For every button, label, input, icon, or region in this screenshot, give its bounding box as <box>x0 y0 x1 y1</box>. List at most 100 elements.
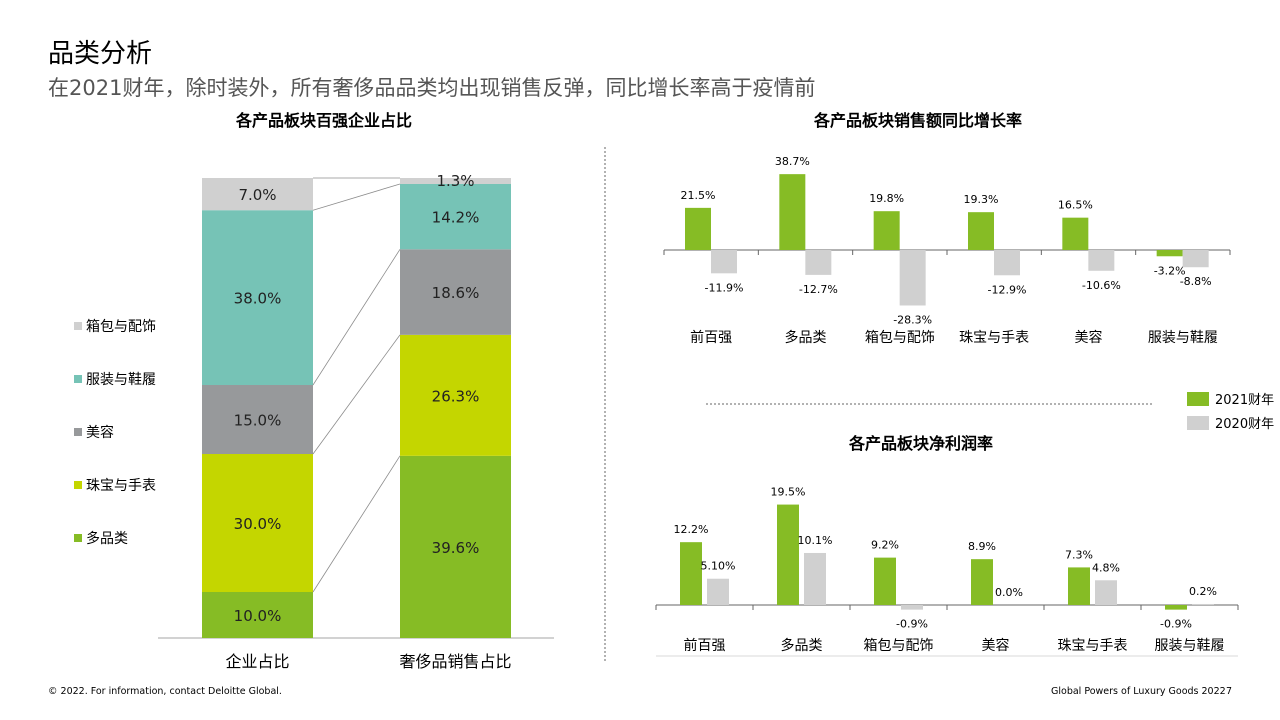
stacked-connector-line <box>312 249 401 386</box>
bar-category-label: 美容 <box>1075 329 1103 346</box>
bar-value-label: 16.5% <box>1058 199 1093 212</box>
legend-label: 2020财年 <box>1215 417 1275 432</box>
bar-value-label: -28.3% <box>893 313 932 326</box>
stacked-segment <box>400 249 511 335</box>
legend-label: 美容 <box>86 425 114 441</box>
bar-category-label: 箱包与配饰 <box>864 638 934 654</box>
stacked-segment <box>202 178 313 211</box>
bar-mark <box>707 578 729 605</box>
legend-item: 箱包与配饰 <box>74 316 156 336</box>
legend-swatch <box>1187 391 1209 406</box>
stacked-value-label: 1.3% <box>436 172 474 190</box>
bar-value-label: 12.2% <box>674 523 709 536</box>
bar-category-label: 前百强 <box>690 329 732 346</box>
legend-label: 2021财年 <box>1215 393 1275 408</box>
stacked-segment <box>400 183 511 250</box>
bar-mark <box>1192 603 1214 605</box>
bar-mark <box>711 250 737 274</box>
legend-swatch <box>74 534 82 542</box>
bar-mark <box>1068 567 1090 605</box>
legend-label: 服装与鞋履 <box>86 372 156 388</box>
bar-mark <box>901 605 923 610</box>
stacked-value-label: 10.0% <box>234 607 282 625</box>
stacked-value-label: 14.2% <box>432 209 480 227</box>
bar-mark <box>680 542 702 605</box>
bar-value-label: -10.6% <box>1082 279 1121 292</box>
margin-chart-title: 各产品板块净利润率 <box>849 434 994 453</box>
legend-label: 珠宝与手表 <box>86 478 156 494</box>
bar-value-label: -8.8% <box>1180 275 1212 288</box>
bar-mark <box>873 211 900 250</box>
bar-category-label: 珠宝与手表 <box>959 330 1029 346</box>
stacked-bar-chart: 10.0% 30.0% 15.0% 38.0% 7.0% 企业占比 39.6% 26.3% 18… <box>158 172 554 671</box>
bar-category-label: 多品类 <box>781 637 823 654</box>
page-title: 品类分析 <box>48 39 153 69</box>
bar-value-label: -11.9% <box>705 281 744 294</box>
stacked-chart-title: 各产品板块百强企业占比 <box>236 111 413 130</box>
bar-value-label: -0.9% <box>1160 618 1192 631</box>
bar-value-label: -0.9% <box>896 618 928 631</box>
legend-label: 多品类 <box>86 531 128 547</box>
legend-swatch <box>74 322 82 330</box>
bar-value-label: -3.2% <box>1154 264 1186 277</box>
bar-value-label: 7.3% <box>1065 548 1093 561</box>
bar-category-label: 美容 <box>982 637 1010 654</box>
bar-value-label: 19.8% <box>869 192 904 205</box>
stacked-category-label: 企业占比 <box>225 652 289 671</box>
stacked-segment <box>400 178 511 184</box>
legend-item: 多品类 <box>74 528 128 548</box>
bar-value-label: -12.9% <box>988 283 1027 296</box>
stacked-value-label: 26.3% <box>432 387 480 405</box>
bar-value-label: 21.5% <box>681 189 716 202</box>
stacked-connector-line <box>312 183 401 211</box>
bar-value-label: 8.9% <box>968 540 996 553</box>
stacked-connector-line <box>312 334 401 455</box>
bar-mark <box>685 207 711 250</box>
bar-value-label: 0.2% <box>1189 585 1217 598</box>
stacked-segment <box>202 385 313 454</box>
bar-mark <box>777 504 799 605</box>
bar-value-label: 19.3% <box>964 193 999 206</box>
bar-mark <box>1062 217 1089 250</box>
bar-mark <box>968 212 994 250</box>
stacked-segment <box>400 455 511 638</box>
bar-mark <box>899 250 926 306</box>
legend-swatch <box>1187 415 1209 430</box>
bar-category-label: 服装与鞋履 <box>1155 638 1225 654</box>
stacked-value-label: 30.0% <box>234 515 282 533</box>
stacked-segment <box>202 592 313 638</box>
stacked-value-label: 15.0% <box>234 412 282 430</box>
footer-copyright: © 2022. For information, contact Deloitt… <box>48 686 282 697</box>
bar-mark <box>1156 250 1183 257</box>
legend-item: 2020财年 <box>1187 413 1274 432</box>
bar-mark <box>1088 250 1115 271</box>
bar-category-label: 珠宝与手表 <box>1058 638 1128 654</box>
growth-bar-chart: 前百强 21.5% -11.9% 多品类 38.7% -12.7% 箱包与配饰 19.8% -2… <box>663 155 1231 346</box>
growth-chart-title: 各产品板块销售额同比增长率 <box>814 111 1023 130</box>
legend-item: 服装与鞋履 <box>74 369 156 389</box>
bar-mark <box>971 559 993 605</box>
stacked-value-label: 39.6% <box>432 539 480 557</box>
bar-category-label: 服装与鞋履 <box>1148 330 1218 346</box>
stacked-segment <box>400 334 511 456</box>
bar-category-label: 多品类 <box>785 329 827 346</box>
bar-mark <box>994 250 1020 276</box>
bar-category-label: 前百强 <box>684 637 726 654</box>
bar-value-label: 4.8% <box>1092 561 1120 574</box>
stacked-connector-line <box>312 455 401 593</box>
bar-value-label: 5.10% <box>701 560 736 573</box>
bar-mark <box>779 174 806 250</box>
stacked-segment <box>202 210 313 385</box>
bar-mark <box>874 557 896 605</box>
bar-category-label: 箱包与配饰 <box>865 330 935 346</box>
stacked-value-label: 18.6% <box>432 284 480 302</box>
legend-swatch <box>74 428 82 436</box>
legend-item: 美容 <box>74 422 114 442</box>
bar-mark <box>1182 250 1209 268</box>
bar-value-label: 9.2% <box>871 539 899 552</box>
bar-mark <box>1095 580 1117 605</box>
footer-report-name: Global Powers of Luxury Goods 2022 <box>1051 686 1226 697</box>
legend-label: 箱包与配饰 <box>86 319 156 335</box>
stacked-segment <box>202 454 313 592</box>
